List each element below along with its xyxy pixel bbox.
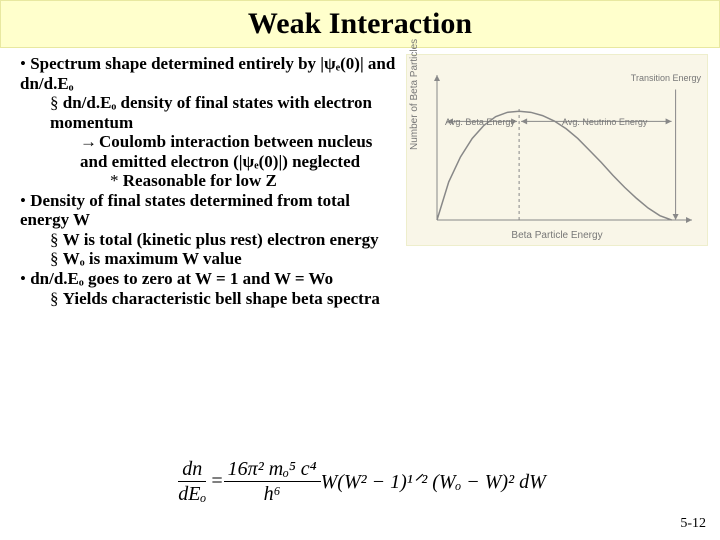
page-title: Weak Interaction [1, 7, 719, 41]
bullet-list: Spectrum shape determined entirely by |ψ… [10, 54, 400, 308]
bullet-text: dn/d.Eₒ goes to zero at W = 1 and W = Wo [30, 269, 333, 288]
bullet-text: Wₒ is maximum W value [63, 249, 242, 268]
chart-panel: Number of Beta Particles Avg. Beta Energ… [400, 54, 710, 308]
page-number: 5-12 [680, 516, 706, 532]
bullet-text: W is total (kinetic plus rest) electron … [63, 230, 379, 249]
annotation-avg-beta: Avg. Beta Energy [445, 117, 515, 127]
bullet-text: Reasonable for low Z [123, 171, 277, 190]
beta-spectrum-chart: Number of Beta Particles Avg. Beta Energ… [406, 54, 708, 246]
chart-xlabel: Beta Particle Energy [407, 230, 707, 241]
bullet-text: Spectrum shape determined entirely by |ψ… [20, 54, 395, 93]
content-area: Spectrum shape determined entirely by |ψ… [0, 48, 720, 308]
annotation-avg-neutrino: Avg. Neutrino Energy [562, 117, 647, 127]
equals-sign: = [210, 470, 224, 493]
bullet-text: Yields characteristic bell shape beta sp… [63, 289, 380, 308]
equation-lhs: dn dEₒ [174, 459, 210, 504]
annotation-transition: Transition Energy [631, 73, 701, 83]
bullet-text: Density of final states determined from … [20, 191, 350, 230]
equation-tail: W(W² − 1)¹ᐟ² (Wₒ − W)² dW [321, 469, 546, 494]
bullet-text: dn/d.Eₒ density of final states with ele… [50, 93, 372, 132]
equation-rhs-frac: 16π² mₒ⁵ c⁴ h⁶ [224, 459, 321, 504]
equation-block: dn dEₒ = 16π² mₒ⁵ c⁴ h⁶ W(W² − 1)¹ᐟ² (Wₒ… [0, 459, 720, 504]
bullet-text: Coulomb interaction between nucleus and … [80, 132, 372, 171]
title-bar: Weak Interaction [0, 0, 720, 48]
